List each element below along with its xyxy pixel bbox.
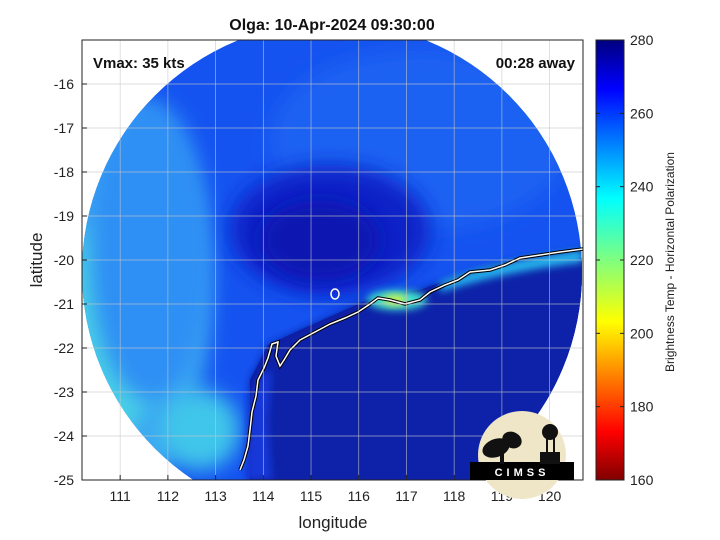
x-tick-label: 112: [157, 488, 180, 504]
colorbar-label: Brightness Temp - Horizontal Polarizatio…: [663, 152, 677, 372]
y-axis-label: latitude: [27, 233, 46, 288]
colorbar-tick-label: 240: [630, 179, 654, 195]
colorbar-gradient: [595, 39, 625, 481]
colorbar: 280 260 240 220 200 180 160 Brightness Temp - …: [595, 32, 677, 488]
logo-text: CIMSS: [495, 467, 550, 479]
colorbar-tick-label: 220: [630, 252, 654, 268]
chart-title: Olga: 10-Apr-2024 09:30:00: [229, 17, 435, 34]
x-tick-label: 113: [204, 488, 227, 504]
y-tick-label: -23: [54, 384, 74, 400]
y-tick-label: -20: [54, 252, 74, 268]
y-axis-ticks: -16 -17 -18 -19 -20 -21 -22 -23 -24 -25: [54, 76, 87, 488]
x-tick-label: 116: [348, 488, 371, 504]
colorbar-ticks: 280 260 240 220 200 180 160: [596, 32, 654, 488]
x-tick-label: 114: [252, 488, 275, 504]
x-tick-label: 111: [110, 488, 131, 504]
y-tick-label: -21: [54, 296, 74, 312]
colorbar-tick-label: 160: [630, 472, 654, 488]
y-tick-label: -22: [54, 340, 74, 356]
vmax-annotation: Vmax: 35 kts: [93, 55, 185, 72]
grid: [82, 40, 583, 480]
y-tick-label: -17: [54, 120, 74, 136]
y-tick-label: -24: [54, 428, 74, 444]
colorbar-tick-label: 280: [630, 32, 654, 48]
island: [330, 288, 340, 300]
x-tick-label: 115: [300, 488, 323, 504]
y-tick-label: -18: [54, 164, 74, 180]
cimss-logo: CIMSS: [470, 411, 574, 499]
colorbar-tick-label: 180: [630, 399, 654, 415]
y-tick-label: -25: [54, 472, 74, 488]
x-tick-label: 117: [395, 488, 418, 504]
time-away-annotation: 00:28 away: [496, 55, 576, 72]
y-tick-label: -19: [54, 208, 74, 224]
x-axis-label: longitude: [298, 513, 367, 532]
colorbar-tick-label: 200: [630, 325, 654, 341]
y-tick-label: -16: [54, 76, 74, 92]
x-tick-label: 118: [443, 488, 466, 504]
colorbar-tick-label: 260: [630, 105, 654, 121]
